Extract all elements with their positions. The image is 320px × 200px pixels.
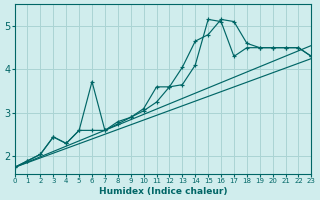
- X-axis label: Humidex (Indice chaleur): Humidex (Indice chaleur): [99, 187, 227, 196]
